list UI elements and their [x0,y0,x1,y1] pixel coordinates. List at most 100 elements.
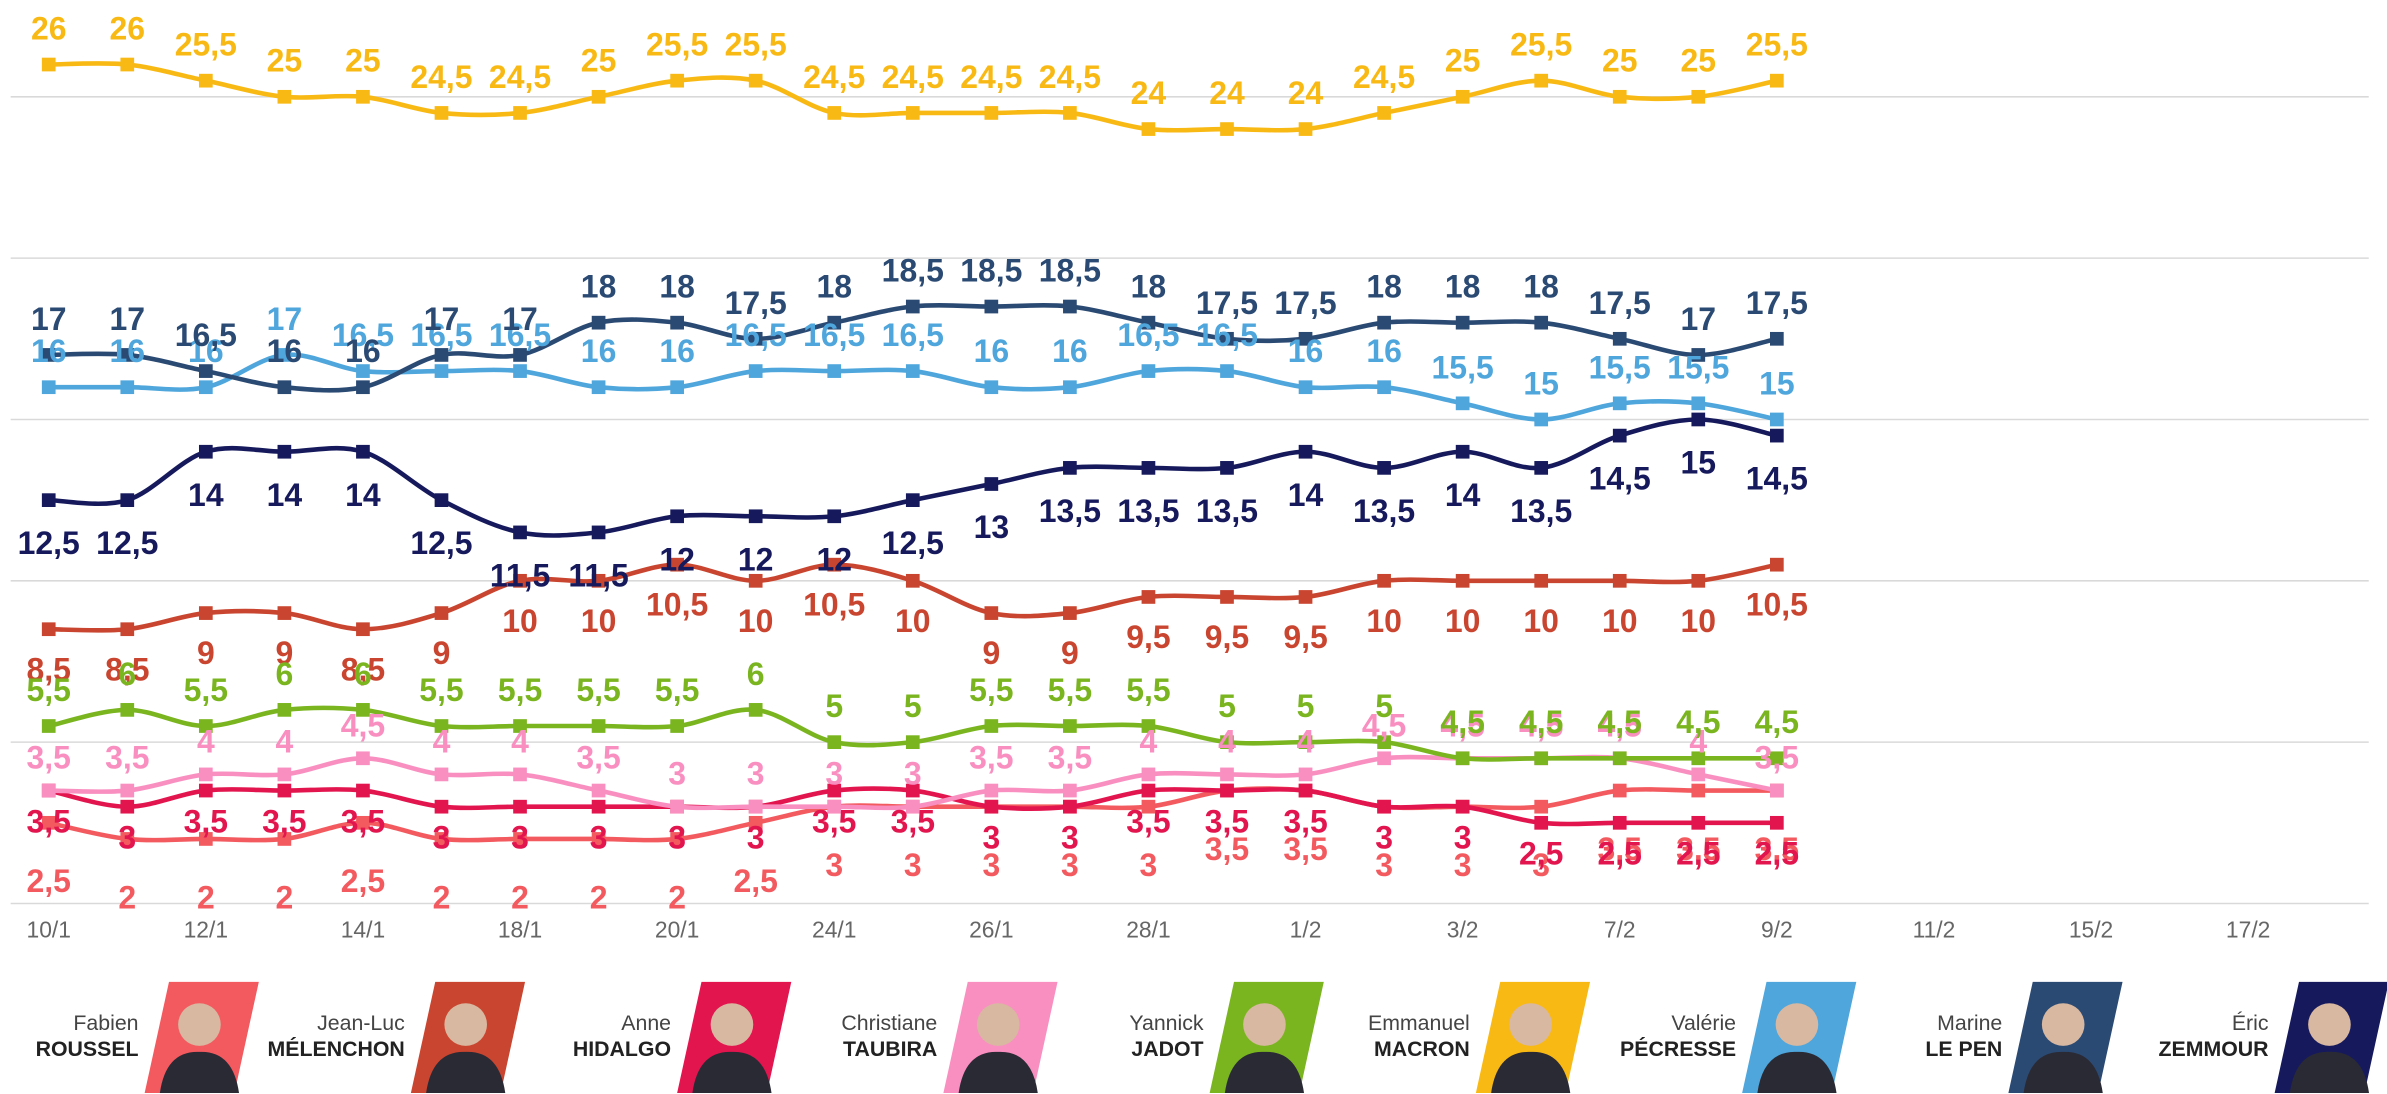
value-label: 16,5 [882,317,944,353]
marker [1613,90,1627,104]
value-label: 25 [1602,43,1638,79]
value-label: 14 [345,477,381,513]
value-label: 17,5 [1746,285,1808,321]
page: {"chart_data":{"type":"line", "categorie… [0,0,2387,1094]
value-label: 3,5 [1205,803,1249,839]
value-label: 2 [511,879,529,915]
marker [1220,784,1234,798]
marker [120,622,134,636]
x-tick-label: 26/1 [969,917,1013,943]
x-axis: 10/112/114/118/120/124/126/128/11/23/27/… [27,917,2271,943]
value-label: 14,5 [1746,461,1808,497]
value-label: 2,5 [1598,836,1642,872]
value-label: 3,5 [1755,740,1799,776]
value-label: 14 [267,477,303,513]
marker [120,380,134,394]
value-label: 12 [738,541,774,577]
value-label: 5,5 [655,672,699,708]
marker [1613,332,1627,346]
marker [592,90,606,104]
value-label: 5,5 [498,672,542,708]
value-label: 15 [1759,365,1795,401]
value-label: 9,5 [1205,619,1249,655]
marker [435,364,449,378]
marker [906,106,920,120]
legend-label: PÉCRESSE [1620,1036,1736,1061]
marker [199,445,213,459]
marker [1220,122,1234,136]
marker [1377,316,1391,330]
marker [1613,574,1627,588]
value-label: 15,5 [1432,349,1494,385]
value-label: 3 [1454,820,1472,856]
marker [1770,558,1784,572]
value-label: 12,5 [882,525,944,561]
value-label: 4,5 [341,707,385,743]
value-label: 25,5 [725,27,787,63]
marker [1377,106,1391,120]
marker [1456,90,1470,104]
portrait-head [977,1003,1020,1046]
marker [278,380,292,394]
x-tick-label: 7/2 [1604,917,1636,943]
marker [1770,74,1784,88]
value-label: 3,5 [262,803,306,839]
legend-item: ÉricZEMMOUR [2159,982,2387,1093]
value-label: 10 [1366,603,1402,639]
value-label: 3 [747,820,765,856]
marker [749,74,763,88]
marker [984,606,998,620]
value-label: 2,5 [1755,836,1799,872]
value-label: 3,5 [105,740,149,776]
marker [1770,429,1784,443]
marker [1377,380,1391,394]
marker [670,509,684,523]
legend-first-name: Christiane [841,1011,937,1035]
x-tick-label: 15/2 [2069,917,2113,943]
marker [1691,784,1705,798]
marker [906,300,920,314]
marker [592,380,606,394]
marker [199,784,213,798]
marker [1063,106,1077,120]
marker [1299,380,1313,394]
value-label: 9 [982,635,1000,671]
value-label: 3 [590,820,608,856]
marker [592,316,606,330]
marker [1456,396,1470,410]
x-tick-label: 17/2 [2226,917,2270,943]
value-label: 3 [1061,820,1079,856]
value-label: 6 [275,656,293,692]
legend-first-name: Yannick [1129,1011,1204,1035]
value-label: 14,5 [1589,461,1651,497]
value-label: 25,5 [1510,27,1572,63]
value-label: 4 [511,723,529,759]
value-label: 3 [511,820,529,856]
value-label: 17,5 [1589,285,1651,321]
value-label: 3 [668,756,686,792]
portrait-head [2042,1003,2085,1046]
marker [278,768,292,782]
marker [1377,574,1391,588]
marker [356,751,370,765]
value-label: 26 [31,10,67,46]
value-label: 5,5 [969,672,1013,708]
value-label: 24,5 [489,59,551,95]
marker [1613,429,1627,443]
value-label: 17 [502,301,538,337]
marker [749,509,763,523]
marker [42,622,56,636]
marker [1220,590,1234,604]
value-label: 10 [1445,603,1481,639]
marker [984,477,998,491]
value-label: 9,5 [1283,619,1327,655]
marker [984,106,998,120]
value-label: 14 [1288,477,1324,513]
marker [435,106,449,120]
value-label: 18 [1523,269,1559,305]
value-label: 4,5 [1519,704,1563,740]
value-label: 9 [433,635,451,671]
value-label: 10 [581,603,617,639]
marker [278,445,292,459]
value-label: 2,5 [27,863,71,899]
